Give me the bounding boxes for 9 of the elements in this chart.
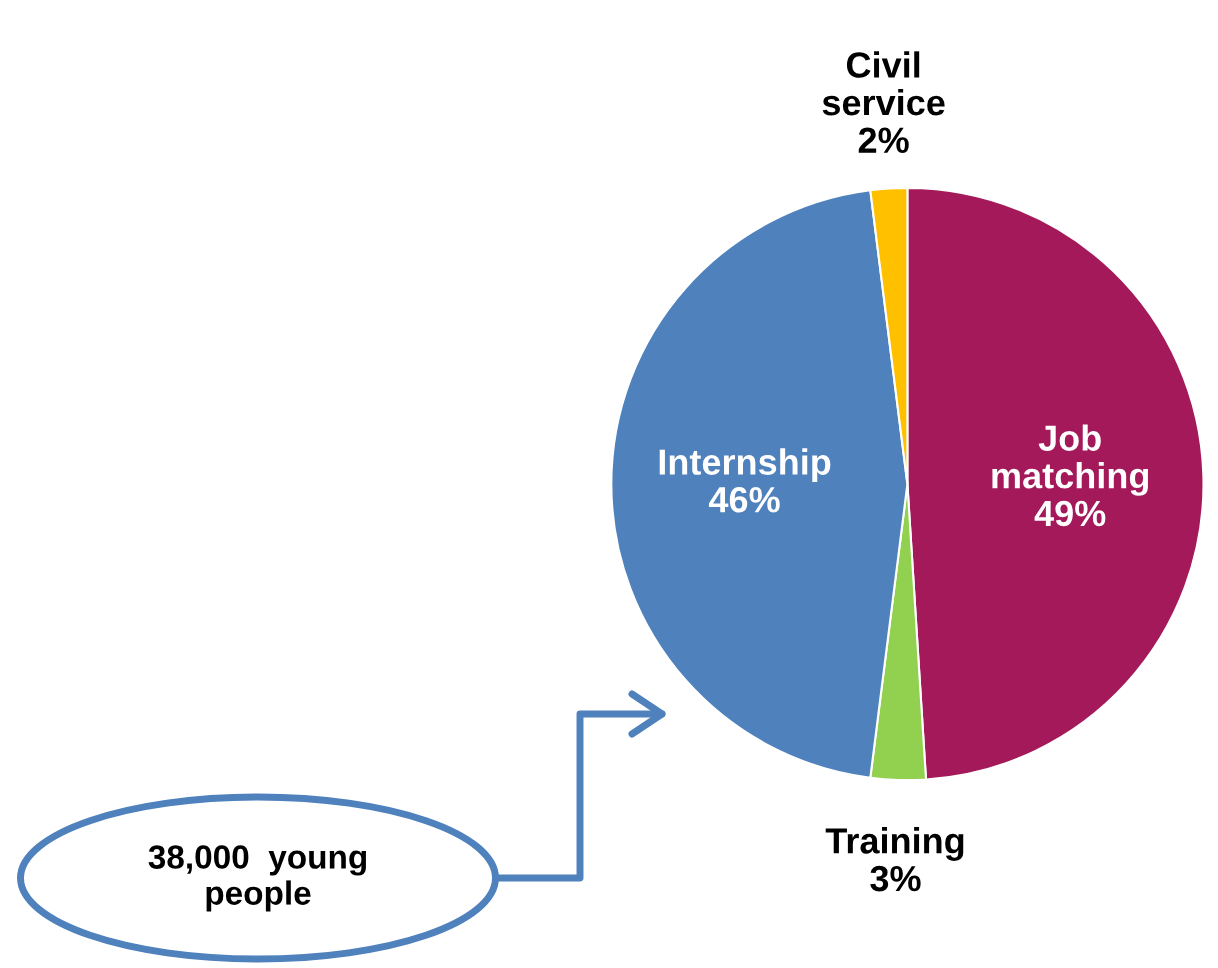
slice-label: Training bbox=[825, 827, 964, 861]
slice-label: Job matching bbox=[992, 424, 1149, 496]
slice-label: Internship bbox=[659, 448, 831, 483]
text: 38,000 young people bbox=[148, 845, 367, 912]
data-label: 3% bbox=[870, 865, 921, 892]
data-label: 46% bbox=[708, 486, 780, 513]
data-label: 2% bbox=[858, 127, 909, 153]
slice-label: Civil service bbox=[822, 51, 945, 116]
data-label: 49% bbox=[1034, 500, 1106, 527]
